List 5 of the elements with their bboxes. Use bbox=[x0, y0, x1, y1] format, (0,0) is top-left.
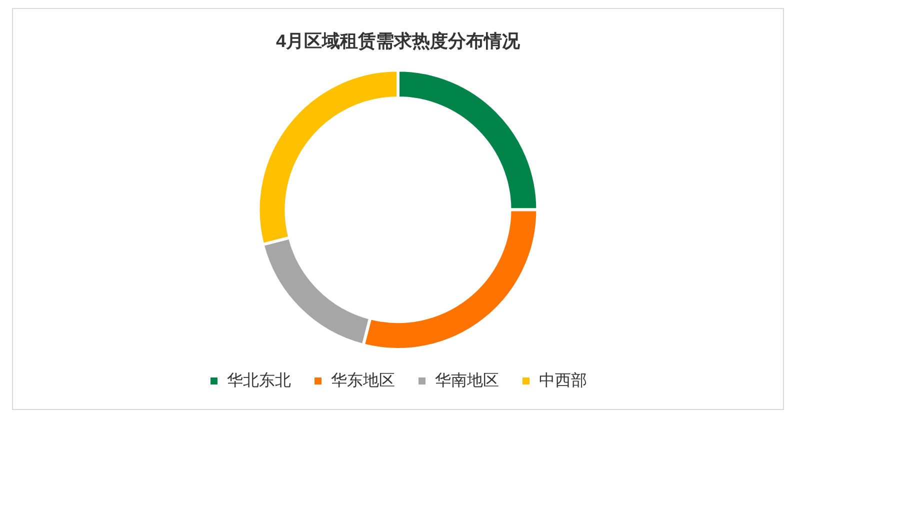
legend-label: 华东地区 bbox=[331, 371, 395, 390]
chart-title: 4月区域租赁需求热度分布情况 bbox=[276, 30, 522, 51]
legend-label: 华北东北 bbox=[227, 371, 291, 390]
legend-label: 华南地区 bbox=[435, 371, 499, 390]
legend-label: 中西部 bbox=[539, 371, 587, 390]
